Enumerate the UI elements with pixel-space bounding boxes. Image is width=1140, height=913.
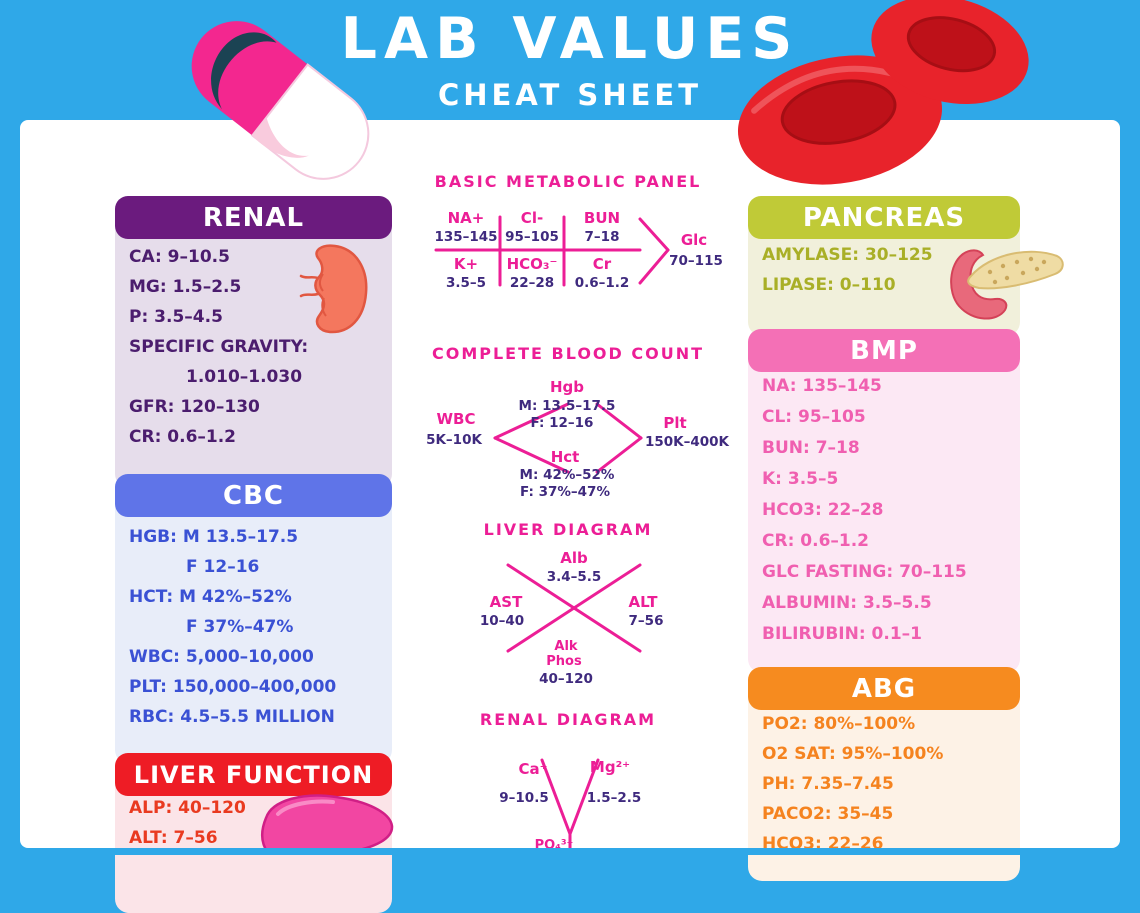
cbc-hct-label: Hct xyxy=(550,448,580,466)
pancreas-section-header: PANCREAS xyxy=(748,196,1020,239)
liver-alkphos-label-2: Phos xyxy=(546,654,582,669)
page-subtitle: CHEAT SHEET xyxy=(438,78,702,112)
pancreas-icon xyxy=(950,249,1064,320)
lab-value-item: PACO2: 35–45 xyxy=(762,804,894,824)
renal-section-header: RENAL xyxy=(115,196,392,239)
lab-value-item: NA: 135–145 xyxy=(762,376,882,396)
bmp-hco3-value: 22–28 xyxy=(509,275,555,291)
liver-x-diagram: Alb 3.4–5.5 AST 10–40 ALT 7–56 Alk Phos … xyxy=(480,543,670,693)
cbc-plt-value: 150K–400K xyxy=(644,434,730,450)
cbc-wbc-label: WBC xyxy=(436,410,476,428)
lab-value-item: RBC: 4.5–5.5 MILLION xyxy=(129,707,335,727)
bmp-hco3-label: HCO₃⁻ xyxy=(506,255,558,273)
liver-alb-label: Alb xyxy=(560,549,588,567)
lab-value-item: CA: 9–10.5 xyxy=(129,247,230,267)
bmp-fishbone-diagram: NA+ 135–145 Cl- 95–105 BUN 7–18 K+ 3.5–5… xyxy=(428,207,728,307)
lab-value-item: HGB: M 13.5–17.5 xyxy=(129,527,299,547)
lab-value-item: WBC: 5,000–10,000 xyxy=(129,647,314,667)
lab-value-item: PO2: 80%–100% xyxy=(762,714,916,734)
lab-value-item: AMYLASE: 30–125 xyxy=(762,245,933,265)
cbc-section-header: CBC xyxy=(115,474,392,517)
bmp-glc-value: 70–115 xyxy=(669,253,723,269)
bmp-diagram-title: BASIC METABOLIC PANEL xyxy=(434,172,702,191)
renal-ca-label: Ca⁺ xyxy=(518,760,548,778)
lab-value-item: PLT: 150,000–400,000 xyxy=(129,677,337,697)
liver-ast-value: 10–40 xyxy=(479,613,525,629)
liver-icon xyxy=(260,794,394,855)
lab-value-item: F 37%–47% xyxy=(186,617,294,637)
lab-value-item: P: 3.5–4.5 xyxy=(129,307,223,327)
lab-value-item: K: 3.5–5 xyxy=(762,469,839,489)
lab-value-item: F 12–16 xyxy=(186,557,260,577)
bmp-section-body: NA: 135–145 CL: 95–105 BUN: 7–18 K: 3.5–… xyxy=(748,351,1020,673)
x-lines xyxy=(506,563,642,653)
abg-section-header: ABG xyxy=(748,667,1020,710)
cbc-hgb-male: M: 13.5–17.5 xyxy=(518,398,616,414)
page-title: LAB VALUES xyxy=(340,6,800,72)
fishbone-lines xyxy=(434,215,670,287)
liver-function-section-header: LIVER FUNCTION xyxy=(115,753,392,796)
cbc-hgb-female: F: 12–16 xyxy=(530,415,594,431)
renal-y-diagram: Ca⁺ 9–10.5 Mg²⁺ 1.5–2.5 PO₄³⁻ xyxy=(488,742,653,855)
liver-alkphos-value: 40–120 xyxy=(539,671,593,687)
bmp-na-value: 135–145 xyxy=(434,229,498,245)
lab-value-item: CR: 0.6–1.2 xyxy=(129,427,237,447)
bmp-glc-label: Glc xyxy=(680,231,708,249)
lab-value-item: CR: 0.6–1.2 xyxy=(762,531,870,551)
cbc-wbc-value: 5K–10K xyxy=(426,432,482,448)
bmp-section-header: BMP xyxy=(748,329,1020,372)
bmp-na-label: NA+ xyxy=(447,209,485,227)
lab-value-item: GFR: 120–130 xyxy=(129,397,260,417)
lab-value-item: PH: 7.35–7.45 xyxy=(762,774,894,794)
liver-ast-label: AST xyxy=(489,593,523,611)
lab-value-item: 1.010–1.030 xyxy=(186,367,303,387)
liver-alkphos-label-1: Alk xyxy=(554,639,578,654)
bmp-cr-value: 0.6–1.2 xyxy=(574,275,630,291)
lab-value-item: HCO3: 22–28 xyxy=(762,500,884,520)
cbc-fishbone-diagram: WBC 5K–10K Hgb M: 13.5–17.5 F: 12–16 Hct… xyxy=(425,372,770,502)
kidney-icon xyxy=(299,244,368,334)
liver-diagram-title: LIVER DIAGRAM xyxy=(483,520,653,539)
lab-value-item: ALBUMIN: 3.5–5.5 xyxy=(762,593,932,613)
cbc-section-body: HGB: M 13.5–17.5 F 12–16 HCT: M 42%–52% … xyxy=(115,496,392,764)
bmp-cl-value: 95–105 xyxy=(505,229,559,245)
bmp-k-value: 3.5–5 xyxy=(445,275,487,291)
lab-value-item: SPECIFIC GRAVITY: xyxy=(129,337,309,357)
pill-capsule-icon xyxy=(191,21,370,180)
renal-diagram-title: RENAL DIAGRAM xyxy=(479,710,657,729)
fishbone-lines xyxy=(493,402,643,474)
lab-value-item: CL: 95–105 xyxy=(762,407,866,427)
cbc-hct-male: M: 42%–52% xyxy=(519,467,615,483)
lab-value-item: BILIRUBIN: 0.1–1 xyxy=(762,624,923,644)
bmp-cl-label: Cl- xyxy=(520,209,544,227)
lab-value-item: HCT: M 42%–52% xyxy=(129,587,292,607)
lab-value-item: BUN: 7–18 xyxy=(762,438,860,458)
liver-alt-value: 7–56 xyxy=(628,613,664,629)
lab-value-item: O2 SAT: 95%–100% xyxy=(762,744,944,764)
lab-value-item: ALP: 40–120 xyxy=(129,798,246,818)
bmp-bun-value: 7–18 xyxy=(584,229,620,245)
lab-value-item: MG: 1.5–2.5 xyxy=(129,277,242,297)
renal-mg-label: Mg²⁺ xyxy=(589,758,631,776)
cbc-plt-label: Plt xyxy=(663,414,687,432)
lab-value-item: GLC FASTING: 70–115 xyxy=(762,562,967,582)
renal-ca-value: 9–10.5 xyxy=(499,790,549,806)
lab-value-item: LIPASE: 0–110 xyxy=(762,275,896,295)
red-blood-cells-icon xyxy=(737,0,1029,185)
bottom-border xyxy=(0,848,1140,855)
cbc-diagram-title: COMPLETE BLOOD COUNT xyxy=(431,344,705,363)
bmp-cr-label: Cr xyxy=(592,255,612,273)
bmp-bun-label: BUN xyxy=(583,209,621,227)
bmp-k-label: K+ xyxy=(453,255,479,273)
lab-value-item: ALT: 7–56 xyxy=(129,828,218,848)
liver-alb-value: 3.4–5.5 xyxy=(546,569,602,585)
abg-section-body: PO2: 80%–100% O2 SAT: 95%–100% PH: 7.35–… xyxy=(748,689,1020,881)
liver-alt-label: ALT xyxy=(628,593,658,611)
cbc-hct-female: F: 37%–47% xyxy=(520,484,610,500)
renal-mg-value: 1.5–2.5 xyxy=(586,790,642,806)
cbc-hgb-label: Hgb xyxy=(549,378,585,396)
